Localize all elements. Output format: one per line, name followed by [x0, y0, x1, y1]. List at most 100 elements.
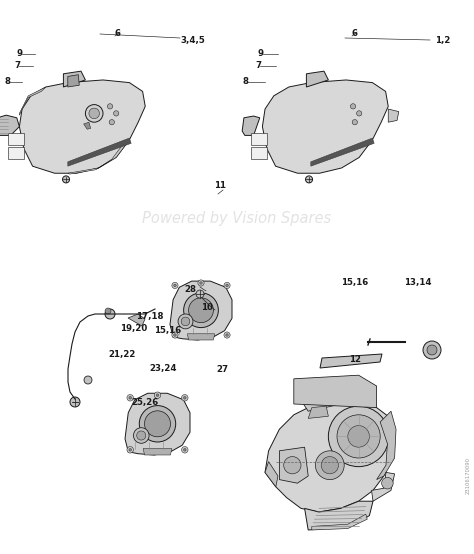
Text: 7: 7: [14, 61, 20, 70]
Circle shape: [321, 456, 338, 474]
Polygon shape: [320, 354, 382, 368]
Polygon shape: [0, 115, 19, 135]
Circle shape: [181, 317, 190, 326]
Circle shape: [156, 394, 159, 397]
Circle shape: [352, 120, 357, 125]
Polygon shape: [305, 501, 373, 530]
Text: 8: 8: [5, 78, 11, 86]
Circle shape: [315, 451, 344, 480]
Polygon shape: [83, 122, 91, 129]
Circle shape: [328, 406, 389, 466]
Circle shape: [427, 345, 437, 355]
Text: 19,20: 19,20: [120, 324, 147, 332]
Polygon shape: [263, 80, 388, 173]
Circle shape: [200, 282, 202, 284]
Circle shape: [154, 392, 161, 398]
Circle shape: [63, 176, 70, 183]
Circle shape: [105, 309, 115, 319]
Polygon shape: [372, 473, 394, 501]
Circle shape: [182, 394, 188, 401]
Circle shape: [226, 334, 228, 336]
Circle shape: [348, 425, 369, 447]
Text: 17,18: 17,18: [136, 311, 164, 321]
Polygon shape: [377, 411, 396, 480]
Circle shape: [172, 283, 178, 289]
Circle shape: [183, 449, 186, 451]
Polygon shape: [265, 461, 278, 487]
Text: 6: 6: [352, 29, 358, 38]
Circle shape: [108, 104, 113, 109]
Polygon shape: [306, 71, 328, 87]
Text: 7: 7: [255, 61, 261, 70]
Text: 27: 27: [216, 366, 228, 375]
Polygon shape: [187, 334, 215, 340]
Polygon shape: [388, 109, 399, 122]
Circle shape: [85, 105, 103, 122]
Bar: [8, 147, 24, 159]
Circle shape: [224, 283, 230, 289]
Polygon shape: [301, 382, 359, 411]
Polygon shape: [294, 375, 377, 408]
Circle shape: [172, 332, 178, 338]
Polygon shape: [265, 402, 394, 512]
Bar: [251, 147, 267, 159]
Circle shape: [226, 284, 228, 286]
Circle shape: [423, 341, 441, 359]
Circle shape: [382, 478, 393, 489]
Circle shape: [173, 284, 176, 286]
Circle shape: [127, 394, 134, 401]
Polygon shape: [312, 514, 367, 530]
Circle shape: [89, 108, 100, 119]
Text: 9: 9: [258, 49, 264, 59]
Circle shape: [182, 447, 188, 453]
Circle shape: [173, 334, 176, 336]
Circle shape: [109, 120, 114, 125]
Circle shape: [127, 447, 134, 453]
Polygon shape: [311, 138, 374, 166]
Polygon shape: [19, 80, 145, 173]
Circle shape: [129, 397, 131, 399]
Polygon shape: [68, 138, 131, 166]
Circle shape: [145, 411, 171, 437]
Text: 21,22: 21,22: [109, 350, 136, 358]
Polygon shape: [143, 449, 172, 455]
Text: 23,24: 23,24: [149, 363, 177, 372]
Circle shape: [134, 428, 149, 443]
Text: 1,2: 1,2: [435, 35, 451, 44]
Circle shape: [356, 111, 362, 116]
Text: 15,16: 15,16: [341, 278, 369, 286]
Bar: [251, 133, 267, 145]
Text: 23106170090: 23106170090: [465, 457, 471, 494]
Circle shape: [84, 376, 92, 384]
Text: 11: 11: [214, 182, 226, 191]
Circle shape: [129, 449, 131, 451]
Text: Powered by Vision Spares: Powered by Vision Spares: [143, 212, 331, 227]
Text: 28: 28: [184, 285, 196, 295]
Text: 9: 9: [17, 49, 23, 59]
Circle shape: [306, 176, 312, 183]
Circle shape: [137, 431, 146, 440]
Text: 12: 12: [349, 356, 361, 365]
Polygon shape: [308, 406, 328, 418]
Polygon shape: [68, 140, 129, 174]
Circle shape: [350, 104, 356, 109]
Polygon shape: [242, 116, 260, 135]
Circle shape: [196, 290, 204, 298]
Text: 25,26: 25,26: [131, 398, 159, 407]
Circle shape: [183, 293, 219, 327]
Polygon shape: [125, 393, 190, 455]
Polygon shape: [19, 87, 46, 115]
Circle shape: [189, 298, 213, 322]
Circle shape: [70, 397, 80, 407]
Polygon shape: [68, 75, 79, 87]
Circle shape: [183, 397, 186, 399]
Circle shape: [198, 280, 204, 286]
Text: 10: 10: [201, 304, 213, 312]
Circle shape: [337, 415, 380, 458]
Polygon shape: [128, 314, 145, 326]
Polygon shape: [64, 71, 85, 87]
Bar: [8, 133, 24, 145]
Circle shape: [105, 308, 111, 314]
Circle shape: [139, 406, 176, 442]
Text: 8: 8: [243, 78, 249, 86]
